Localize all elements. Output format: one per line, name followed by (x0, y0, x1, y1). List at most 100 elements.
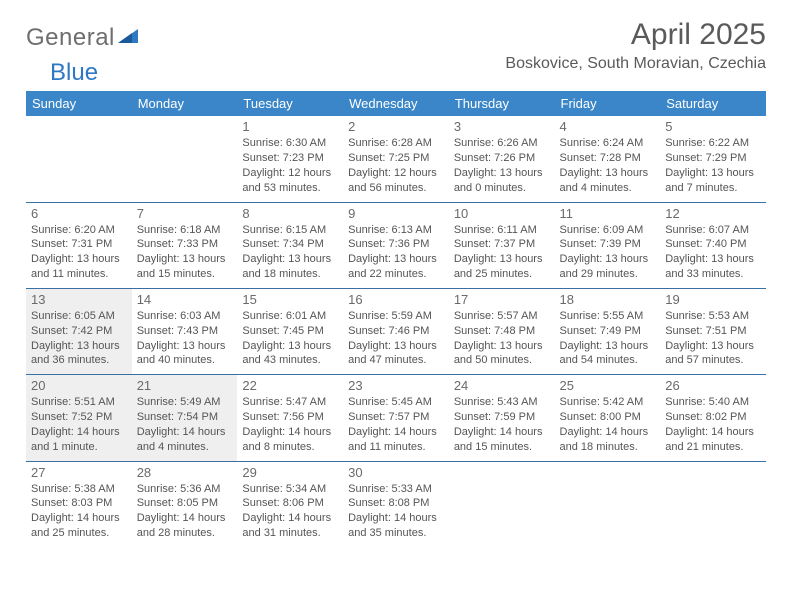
day-number: 23 (348, 378, 444, 393)
sunset-text: Sunset: 7:34 PM (242, 237, 338, 252)
day-info: Sunrise: 5:59 AMSunset: 7:46 PMDaylight:… (348, 309, 444, 368)
sunset-text: Sunset: 7:48 PM (454, 324, 550, 339)
calendar-cell: 26Sunrise: 5:40 AMSunset: 8:02 PMDayligh… (660, 375, 766, 461)
calendar-row: 20 Sunrise: 5:51 AMSunset: 7:52 PMDayligh… (26, 375, 766, 461)
day-number: 2 (348, 119, 444, 134)
sunset-text: Sunset: 7:25 PM (348, 151, 444, 166)
sunrise-text: Sunrise: 6:09 AM (560, 223, 656, 238)
day-info: Sunrise: 5:47 AMSunset: 7:56 PMDaylight:… (242, 395, 338, 454)
calendar-cell: 13 Sunrise: 6:05 AMSunset: 7:42 PMDayligh… (26, 288, 132, 374)
weekday-header: Friday (555, 91, 661, 116)
sunrise-text: Sunrise: 5:59 AM (348, 309, 444, 324)
calendar-cell: 4Sunrise: 6:24 AMSunset: 7:28 PMDaylight… (555, 116, 661, 202)
weekday-header: Thursday (449, 91, 555, 116)
calendar-row: 6Sunrise: 6:20 AMSunset: 7:31 PMDaylight… (26, 202, 766, 288)
sunset-text: Sunset: 7:29 PM (665, 151, 761, 166)
day-number: 9 (348, 206, 444, 221)
day-number: 6 (31, 206, 127, 221)
calendar-row: 1 Sunrise: 6:30 AMSunset: 7:23 PMDaylight… (26, 116, 766, 202)
calendar-cell: 1 Sunrise: 6:30 AMSunset: 7:23 PMDaylight… (237, 116, 343, 202)
day-number: 11 (560, 206, 656, 221)
calendar-cell: 25Sunrise: 5:42 AMSunset: 8:00 PMDayligh… (555, 375, 661, 461)
calendar-cell: 28Sunrise: 5:36 AMSunset: 8:05 PMDayligh… (132, 461, 238, 547)
day-number: 18 (560, 292, 656, 307)
sunrise-text: Sunrise: 5:40 AM (665, 395, 761, 410)
weekday-header-row: Sunday Monday Tuesday Wednesday Thursday… (26, 91, 766, 116)
calendar-cell: 23Sunrise: 5:45 AMSunset: 7:57 PMDayligh… (343, 375, 449, 461)
calendar-cell: 22Sunrise: 5:47 AMSunset: 7:56 PMDayligh… (237, 375, 343, 461)
daylight-text: Daylight: 13 hours and 4 minutes. (560, 166, 656, 196)
calendar-table: Sunday Monday Tuesday Wednesday Thursday… (26, 91, 766, 547)
calendar-cell (555, 461, 661, 547)
sunset-text: Sunset: 7:31 PM (31, 237, 127, 252)
day-info: Sunrise: 5:53 AMSunset: 7:51 PMDaylight:… (665, 309, 761, 368)
calendar-cell: 16Sunrise: 5:59 AMSunset: 7:46 PMDayligh… (343, 288, 449, 374)
brand-part2-wrap: Blue (50, 59, 790, 87)
sunset-text: Sunset: 8:02 PM (665, 410, 761, 425)
sunset-text: Sunset: 7:36 PM (348, 237, 444, 252)
sunset-text: Sunset: 7:43 PM (137, 324, 233, 339)
day-number: 20 (31, 378, 127, 393)
day-number: 24 (454, 378, 550, 393)
day-number: 5 (665, 119, 761, 134)
calendar-cell: 11Sunrise: 6:09 AMSunset: 7:39 PMDayligh… (555, 202, 661, 288)
day-number: 17 (454, 292, 550, 307)
day-info: Sunrise: 5:38 AMSunset: 8:03 PMDaylight:… (31, 482, 127, 541)
calendar-cell: 8Sunrise: 6:15 AMSunset: 7:34 PMDaylight… (237, 202, 343, 288)
sunrise-text: Sunrise: 6:05 AM (31, 309, 127, 324)
daylight-text: Daylight: 13 hours and 15 minutes. (137, 252, 233, 282)
day-number: 13 (31, 292, 127, 307)
sunset-text: Sunset: 7:49 PM (560, 324, 656, 339)
logo: General (26, 18, 140, 52)
sunrise-text: Sunrise: 5:47 AM (242, 395, 338, 410)
day-info: Sunrise: 5:51 AMSunset: 7:52 PMDaylight:… (31, 395, 127, 454)
sunrise-text: Sunrise: 6:18 AM (137, 223, 233, 238)
calendar-cell (449, 461, 555, 547)
day-info: Sunrise: 6:22 AMSunset: 7:29 PMDaylight:… (665, 136, 761, 195)
sunset-text: Sunset: 7:42 PM (31, 324, 127, 339)
daylight-text: Daylight: 13 hours and 25 minutes. (454, 252, 550, 282)
sunset-text: Sunset: 8:03 PM (31, 496, 127, 511)
logo-triangle-icon (118, 24, 140, 52)
daylight-text: Daylight: 14 hours and 15 minutes. (454, 425, 550, 455)
daylight-text: Daylight: 13 hours and 43 minutes. (242, 339, 338, 369)
day-number: 10 (454, 206, 550, 221)
sunset-text: Sunset: 7:39 PM (560, 237, 656, 252)
sunset-text: Sunset: 7:28 PM (560, 151, 656, 166)
day-info: Sunrise: 5:55 AMSunset: 7:49 PMDaylight:… (560, 309, 656, 368)
calendar-cell (26, 116, 132, 202)
sunset-text: Sunset: 8:05 PM (137, 496, 233, 511)
day-info: Sunrise: 6:26 AMSunset: 7:26 PMDaylight:… (454, 136, 550, 195)
day-info: Sunrise: 5:40 AMSunset: 8:02 PMDaylight:… (665, 395, 761, 454)
calendar-cell: 18 Sunrise: 5:55 AMSunset: 7:49 PMDayligh… (555, 288, 661, 374)
calendar-cell: 29Sunrise: 5:34 AMSunset: 8:06 PMDayligh… (237, 461, 343, 547)
calendar-cell: 14Sunrise: 6:03 AMSunset: 7:43 PMDayligh… (132, 288, 238, 374)
day-info: Sunrise: 6:30 AMSunset: 7:23 PMDaylight:… (242, 136, 338, 195)
daylight-text: Daylight: 13 hours and 50 minutes. (454, 339, 550, 369)
daylight-text: Daylight: 14 hours and 11 minutes. (348, 425, 444, 455)
daylight-text: Daylight: 13 hours and 54 minutes. (560, 339, 656, 369)
day-number: 1 (242, 119, 338, 134)
sunrise-text: Sunrise: 5:55 AM (560, 309, 656, 324)
sunset-text: Sunset: 7:57 PM (348, 410, 444, 425)
calendar-cell: 27Sunrise: 5:38 AMSunset: 8:03 PMDayligh… (26, 461, 132, 547)
sunrise-text: Sunrise: 5:33 AM (348, 482, 444, 497)
sunrise-text: Sunrise: 6:11 AM (454, 223, 550, 238)
sunrise-text: Sunrise: 5:34 AM (242, 482, 338, 497)
calendar-cell: 2Sunrise: 6:28 AMSunset: 7:25 PMDaylight… (343, 116, 449, 202)
sunrise-text: Sunrise: 6:22 AM (665, 136, 761, 151)
calendar-cell: 24Sunrise: 5:43 AMSunset: 7:59 PMDayligh… (449, 375, 555, 461)
daylight-text: Daylight: 14 hours and 35 minutes. (348, 511, 444, 541)
calendar-cell: 7Sunrise: 6:18 AMSunset: 7:33 PMDaylight… (132, 202, 238, 288)
daylight-text: Daylight: 13 hours and 36 minutes. (31, 339, 127, 369)
daylight-text: Daylight: 13 hours and 18 minutes. (242, 252, 338, 282)
sunset-text: Sunset: 7:45 PM (242, 324, 338, 339)
sunset-text: Sunset: 7:52 PM (31, 410, 127, 425)
day-number: 15 (242, 292, 338, 307)
calendar-cell: 10Sunrise: 6:11 AMSunset: 7:37 PMDayligh… (449, 202, 555, 288)
calendar-cell: 20 Sunrise: 5:51 AMSunset: 7:52 PMDayligh… (26, 375, 132, 461)
sunrise-text: Sunrise: 5:38 AM (31, 482, 127, 497)
sunset-text: Sunset: 7:56 PM (242, 410, 338, 425)
calendar-cell: 3Sunrise: 6:26 AMSunset: 7:26 PMDaylight… (449, 116, 555, 202)
day-number: 4 (560, 119, 656, 134)
